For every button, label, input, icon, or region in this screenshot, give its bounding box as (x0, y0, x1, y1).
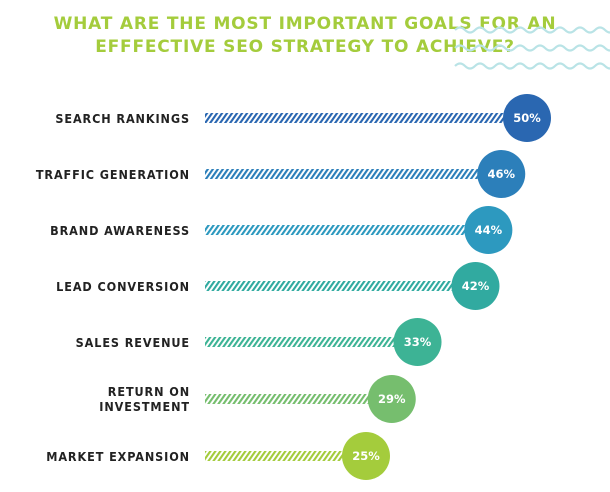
bar (205, 281, 466, 291)
category-label: MARKET EXPANSION (46, 448, 190, 464)
category-label: RETURN ON INVESTMENT (99, 384, 190, 414)
wave-line (454, 44, 610, 52)
category-label: TRAFFIC GENERATION (35, 166, 190, 182)
data-label: 44% (475, 223, 503, 237)
value-circle (464, 206, 513, 254)
data-label: 29% (378, 392, 406, 406)
data-label: 33% (404, 335, 432, 349)
bar (205, 337, 408, 347)
value-circle (477, 150, 526, 198)
bar (205, 451, 356, 461)
data-label: 42% (462, 279, 490, 293)
value-circle (367, 375, 416, 423)
bar (205, 113, 517, 123)
wave-line (454, 26, 610, 34)
category-label: LEAD CONVERSION (56, 278, 190, 294)
value-circle (503, 94, 551, 142)
category-label: SALES REVENUE (75, 334, 190, 350)
value-circle (451, 262, 500, 310)
chart-title-line-1: WHAT ARE THE MOST IMPORTANT GOALS FOR AN (53, 14, 557, 34)
data-label: 25% (352, 449, 380, 463)
bar (205, 225, 479, 235)
category-label: BRAND AWARENESS (50, 222, 190, 238)
chart-title-line-2: EFFFECTIVE SEO STRATEGY TO ACHIEVE? (95, 37, 515, 57)
decorative-waves (454, 26, 610, 70)
bar (205, 394, 382, 404)
data-label: 46% (487, 167, 515, 181)
data-label: 50% (513, 111, 541, 125)
category-label: SEARCH RANKINGS (55, 110, 190, 126)
wave-line (454, 62, 610, 70)
value-circle (393, 318, 442, 366)
bar (205, 169, 492, 179)
value-circle (342, 432, 390, 480)
